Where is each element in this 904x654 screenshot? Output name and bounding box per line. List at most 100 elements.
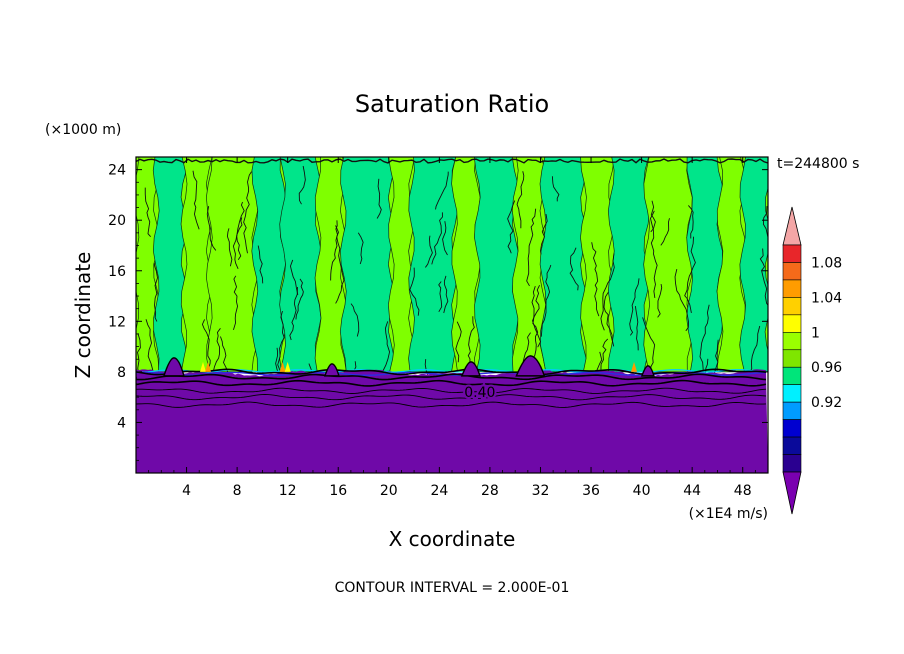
contour-line — [674, 269, 689, 332]
contour-line — [569, 247, 579, 291]
contour-column — [251, 157, 286, 373]
contour-line — [145, 319, 154, 377]
contour-line — [650, 200, 656, 233]
contour-line — [759, 248, 768, 306]
contour-line — [551, 176, 560, 202]
colorbar-swatch — [782, 384, 802, 403]
contour-line — [688, 205, 694, 239]
x-tick-label: 8 — [233, 483, 242, 499]
plume — [515, 355, 546, 377]
plume — [460, 361, 481, 377]
contour-line — [153, 262, 158, 322]
contour-line — [516, 171, 525, 229]
contour-column — [580, 157, 615, 373]
contour-line — [455, 321, 462, 363]
colorbar-tick-label: 0.92 — [811, 395, 842, 411]
plume — [323, 363, 340, 377]
contour-column — [408, 157, 458, 373]
contour-line — [236, 201, 245, 261]
chart-title: Saturation Ratio — [355, 90, 549, 118]
warm-spot — [279, 361, 286, 372]
contour-line — [206, 206, 217, 251]
colorbar-swatch — [782, 454, 802, 473]
y-tick-label: 16 — [108, 264, 126, 280]
warm-spot — [284, 361, 291, 372]
lower-region — [136, 369, 768, 473]
contour-line — [649, 210, 658, 298]
y-axis: 4 8 12 16 20 24 — [108, 163, 768, 461]
contour-line — [532, 285, 542, 348]
contour-line — [376, 178, 382, 219]
contour-line — [699, 304, 710, 379]
x-axis-title: X coordinate — [389, 527, 516, 551]
contour-line — [521, 332, 531, 368]
contour-line — [233, 275, 239, 330]
plume — [162, 357, 185, 377]
colorbar-swatch — [782, 262, 802, 281]
contour-line — [435, 171, 449, 210]
contour-column — [339, 157, 395, 373]
x-tick-label: 28 — [481, 483, 499, 499]
contour-column — [643, 157, 693, 373]
y-tick-label: 12 — [108, 314, 126, 330]
x-tick-label: 24 — [430, 483, 448, 499]
x-units-label: (×1E4 m/s) — [689, 506, 768, 522]
contour-line — [136, 373, 767, 381]
colorbar-swatch — [782, 436, 802, 455]
contour-line — [600, 253, 615, 331]
contour-line — [335, 225, 345, 304]
x-tick-label: 12 — [279, 483, 297, 499]
plume — [640, 365, 655, 377]
contour-line — [226, 228, 233, 267]
contour-line — [277, 310, 285, 372]
contour-line — [295, 278, 304, 320]
colorbar-tick-label: 0.96 — [811, 360, 842, 376]
contour-line — [289, 287, 298, 341]
contour-line — [243, 171, 252, 254]
contour-line — [298, 165, 306, 205]
contour-value-label: 0.40 — [464, 385, 495, 401]
colorbar-swatch — [782, 279, 802, 298]
contour-line — [136, 379, 767, 387]
contour-line — [382, 321, 391, 371]
contour-line — [603, 291, 615, 347]
top-contour — [136, 158, 768, 164]
contour-column — [716, 157, 747, 373]
x-axis: 4 8 12 16 20 24 28 32 36 40 44 48 — [148, 157, 756, 499]
warm-spot — [199, 361, 206, 372]
y-axis-title: Z coordinate — [71, 252, 95, 379]
x-tick-label: 32 — [532, 483, 550, 499]
contour-line — [443, 275, 449, 314]
contour-column — [539, 157, 587, 373]
contour-line — [526, 208, 537, 287]
contour-line — [136, 394, 767, 401]
contour-line — [591, 242, 600, 317]
x-tick-label: 20 — [380, 483, 398, 499]
colorbar-top-arrow — [782, 206, 802, 246]
contour-field: 0.40 — [136, 157, 768, 473]
contour-line — [540, 264, 552, 337]
contour-interval-label: CONTOUR INTERVAL = 2.000E-01 — [335, 580, 570, 596]
contour-line — [507, 200, 516, 254]
colorbar-swatch — [782, 419, 802, 438]
x-tick-label: 16 — [329, 483, 347, 499]
contour-column — [451, 157, 481, 373]
contour-line — [289, 259, 299, 295]
contour-line — [330, 220, 338, 281]
y-tick-label: 4 — [117, 415, 126, 431]
contour-line — [232, 217, 243, 270]
x-tick-label: 4 — [182, 483, 191, 499]
contour-line — [257, 245, 264, 284]
contour-column — [279, 157, 322, 373]
y-tick-label: 8 — [117, 365, 126, 381]
contour-column — [473, 157, 519, 373]
colorbar-tick-label: 1.08 — [811, 255, 842, 271]
contour-line — [634, 305, 639, 351]
contour-line — [425, 235, 433, 268]
colorbar-swatch — [782, 332, 802, 351]
colorbar-swatch — [782, 297, 802, 316]
contour-line — [431, 212, 443, 265]
contour-line — [144, 187, 152, 237]
contour-line — [136, 368, 767, 376]
